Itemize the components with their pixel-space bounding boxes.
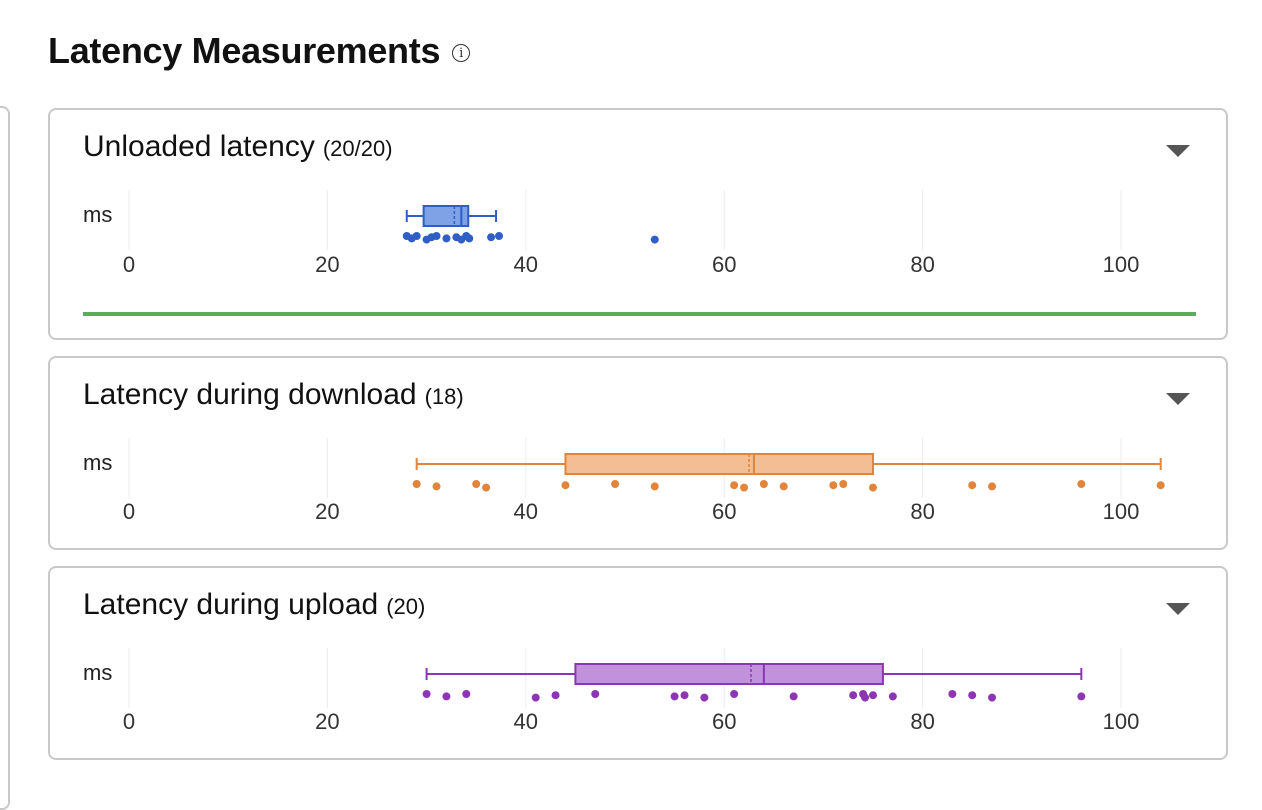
data-point [650,235,659,244]
data-point [861,693,870,702]
data-point [650,482,659,491]
card-header[interactable]: Unloaded latency (20/20) [83,130,393,164]
page-title: Latency Measurements [48,30,441,71]
data-point [462,690,471,698]
iqr-box [564,453,874,475]
data-point [1077,692,1086,701]
card-title: Latency during upload [83,588,379,621]
data-point [759,480,768,488]
chevron-down-icon[interactable] [1166,603,1190,615]
data-point [948,690,957,698]
info-icon[interactable]: i [452,44,471,62]
data-point [412,232,421,240]
sample-count: (20) [386,594,426,619]
sample-count: (18) [424,384,464,409]
data-point [829,481,838,490]
card-header[interactable]: Latency during upload (20) [83,588,425,622]
data-point [611,480,620,488]
page-header: Latency Measurements i [48,30,471,72]
data-point [442,234,451,243]
data-point [551,691,560,700]
tick-label: 80 [910,709,934,734]
tick-label: 0 [123,499,135,524]
tick-label: 20 [315,252,339,277]
unit-label: ms [83,202,112,227]
tick-label: 80 [910,252,934,277]
data-point [1077,480,1086,488]
data-point [432,232,441,240]
tick-label: 40 [514,709,538,734]
data-point [442,692,451,701]
data-point [432,482,441,491]
data-point [487,233,496,242]
data-point [888,692,897,701]
card-header[interactable]: Latency during download (18) [83,378,464,412]
data-point [412,480,421,488]
data-point [988,482,997,491]
tick-label: 100 [1103,252,1140,277]
chevron-down-icon[interactable] [1166,145,1190,157]
data-point [730,481,739,490]
tick-label: 60 [712,499,736,524]
unit-label: ms [83,660,112,685]
iqr-box [422,205,470,227]
data-point [670,692,679,701]
data-point [465,234,474,243]
download-latency-card: Latency during download (18) ms 0 20 40 60 80… [48,356,1228,550]
data-point [472,480,481,488]
card-title: Unloaded latency [83,130,315,163]
data-point [789,692,798,701]
side-panel-edge [0,106,10,810]
tick-label: 40 [514,499,538,524]
data-point [495,232,504,240]
data-point [561,481,570,490]
tick-label: 60 [712,252,736,277]
data-point [531,693,540,702]
tick-label: 40 [514,252,538,277]
data-point [968,691,977,700]
data-point [968,481,977,490]
data-point [849,691,858,700]
tick-label: 100 [1103,499,1140,524]
data-point [422,690,431,698]
tick-label: 100 [1103,709,1140,734]
data-point [730,690,739,698]
data-point [680,691,689,700]
data-point [740,483,749,492]
iqr-box [574,663,884,685]
data-point [869,691,877,700]
unit-label: ms [83,450,112,475]
data-point [869,483,877,492]
tick-label: 20 [315,499,339,524]
data-point [700,693,709,702]
tick-label: 0 [123,709,135,734]
tick-label: 20 [315,709,339,734]
data-point [988,693,997,702]
card-title: Latency during download [83,378,417,411]
tick-label: 0 [123,252,135,277]
sample-count: (20/20) [322,136,393,161]
unloaded-latency-chart: ms 0 20 40 60 80 100 [83,190,1196,316]
chevron-down-icon[interactable] [1166,393,1190,405]
upload-latency-chart: ms 0 20 40 60 80 100 [83,648,1140,734]
upload-latency-card: Latency during upload (20) ms 0 20 40 60 80 10… [48,566,1228,760]
tick-label: 60 [712,709,736,734]
data-point [839,480,848,488]
data-point [482,483,491,492]
tick-label: 80 [910,499,934,524]
data-point [1156,481,1165,490]
unloaded-latency-card: Unloaded latency (20/20) ms 0 20 40 60 80 100 [48,108,1228,340]
data-point [779,482,788,491]
download-latency-chart: ms 0 20 40 60 80 100 [83,438,1165,524]
data-point [591,690,600,698]
